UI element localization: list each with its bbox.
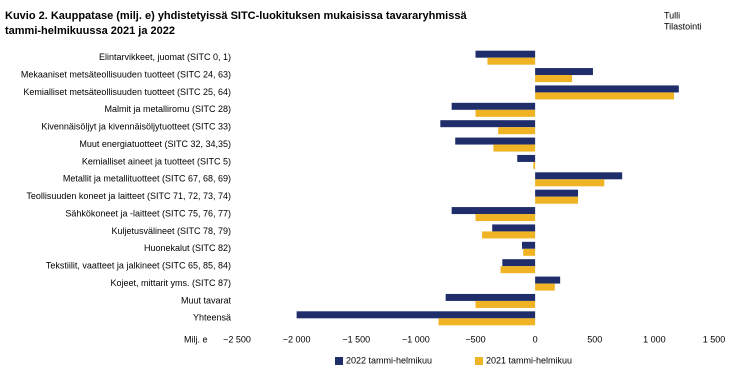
source: Tilastointi	[664, 21, 702, 31]
bar	[475, 50, 536, 58]
x-tick-label: −2 000	[283, 334, 311, 344]
x-tick-label: −1 500	[342, 334, 370, 344]
x-tick-label: −2 500	[223, 334, 251, 344]
chart-title: tammi-helmikuussa 2021 ja 2022	[5, 25, 175, 37]
y-tick-label: Kojeet, mittarit yms. (SITC 87)	[110, 278, 231, 288]
y-tick-label: Yhteensä	[193, 313, 231, 323]
bar	[440, 120, 536, 128]
bar	[451, 102, 536, 110]
y-tick-label: Mekaaniset metsäteollisuuden tuotteet (S…	[21, 69, 231, 79]
y-tick-label: Tekstiilit, vaatteet ja jalkineet (SITC …	[46, 261, 231, 271]
bar	[493, 144, 536, 152]
y-tick-label: Metallit ja metallituotteet (SITC 67, 68…	[63, 174, 231, 184]
y-tick-label: Kemialliset aineet ja tuotteet (SITC 5)	[82, 156, 231, 166]
y-tick-label: Teollisuuden koneet ja laitteet (SITC 71…	[26, 191, 231, 201]
bar	[535, 68, 593, 76]
y-tick-label: Huonekalut (SITC 82)	[144, 243, 231, 253]
bar	[535, 189, 579, 197]
bar	[296, 311, 536, 319]
y-tick-label: Kuljetusvälineet (SITC 78, 79)	[111, 226, 231, 236]
legend-swatch	[335, 357, 343, 365]
bar	[445, 293, 536, 301]
bar	[535, 276, 561, 284]
bar	[451, 207, 536, 215]
y-tick-label: Malmit ja metalliromu (SITC 28)	[104, 104, 231, 114]
y-tick-label: Muut tavarat	[181, 295, 232, 305]
legend-swatch	[475, 357, 483, 365]
bar	[535, 196, 579, 204]
bar	[475, 109, 536, 117]
bar	[517, 154, 536, 162]
x-tick-label: 1 000	[643, 334, 666, 344]
bar	[502, 259, 536, 267]
y-tick-label: Kemialliset metsäteollisuuden tuotteet (…	[23, 87, 231, 97]
y-tick-label: Kivennäisöljyt ja kivennäisöljytuotteet …	[41, 122, 231, 132]
y-tick-label: Sähkökoneet ja -laitteet (SITC 75, 76, 7…	[65, 208, 231, 218]
bar	[487, 57, 536, 65]
x-axis-label: Milj. e	[184, 334, 208, 344]
bar	[438, 318, 536, 326]
bar	[482, 231, 536, 239]
bar	[475, 214, 536, 222]
y-tick-label: Muut energiatuotteet (SITC 32, 34,35)	[79, 139, 231, 149]
bar	[522, 241, 536, 249]
y-tick-label: Elintarvikkeet, juomat (SITC 0, 1)	[99, 52, 231, 62]
bar	[535, 92, 675, 100]
x-tick-label: 0	[533, 334, 538, 344]
bar	[535, 85, 679, 93]
bar	[535, 179, 605, 187]
x-tick-label: −500	[465, 334, 485, 344]
legend-label: 2022 tammi-helmikuu	[346, 355, 432, 365]
bar	[500, 266, 536, 274]
bar	[535, 172, 623, 180]
x-tick-label: 500	[587, 334, 602, 344]
bar	[475, 300, 536, 308]
bar	[498, 127, 536, 135]
bar	[535, 283, 555, 291]
bar	[535, 75, 573, 83]
bar	[533, 161, 536, 169]
bar	[455, 137, 536, 145]
chart-title: Kuvio 2. Kauppatase (milj. e) yhdistetyi…	[5, 10, 467, 22]
bar	[523, 248, 536, 256]
source: Tulli	[664, 10, 680, 20]
x-tick-label: 1 500	[703, 334, 726, 344]
legend-label: 2021 tammi-helmikuu	[486, 355, 572, 365]
x-tick-label: −1 000	[402, 334, 430, 344]
bar	[492, 224, 536, 232]
